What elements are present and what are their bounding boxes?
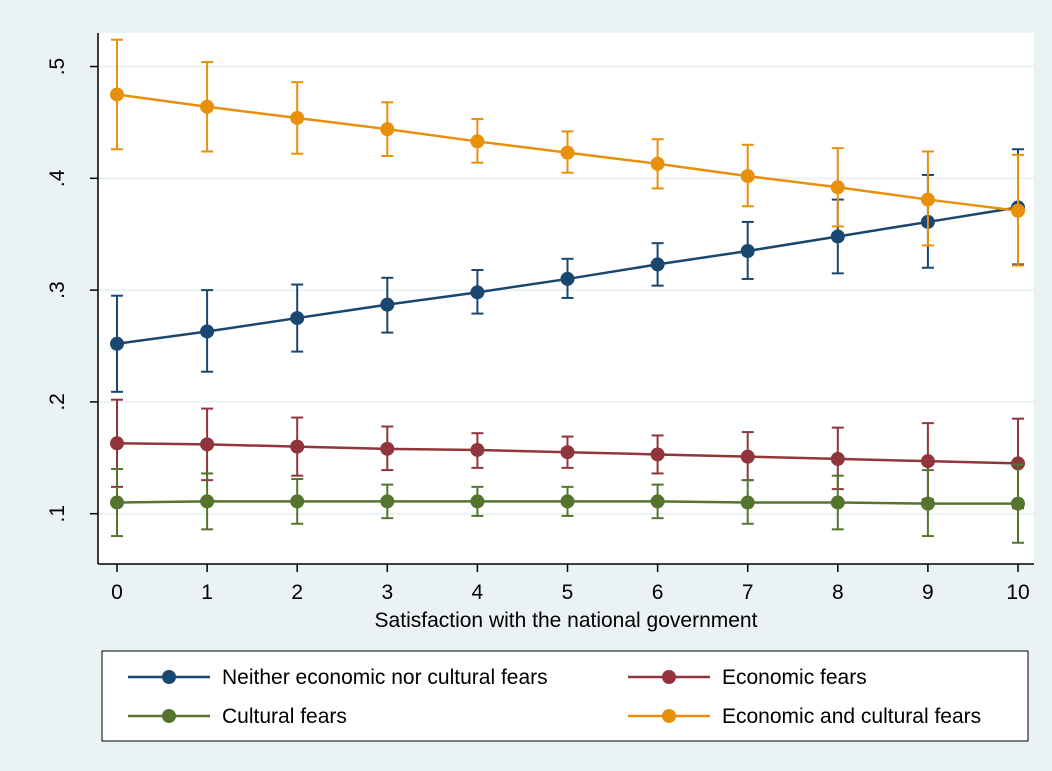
legend-label: Economic and cultural fears [722, 705, 981, 728]
data-point [920, 496, 935, 511]
legend-item: Economic fears [628, 666, 867, 689]
y-tick-label: .3 [46, 281, 69, 299]
data-point [830, 495, 845, 510]
data-point [470, 442, 485, 457]
series-group [110, 463, 1025, 544]
data-point [560, 145, 575, 160]
x-tick-label: 4 [472, 581, 484, 604]
data-point [380, 441, 395, 456]
data-point [920, 192, 935, 207]
data-point [740, 449, 755, 464]
legend-marker [662, 670, 676, 684]
x-tick-label: 5 [562, 581, 574, 604]
data-point [740, 243, 755, 258]
legend-item: Economic and cultural fears [628, 705, 981, 728]
x-tick-label: 8 [832, 581, 844, 604]
data-point [650, 257, 665, 272]
x-tick-label: 3 [381, 581, 393, 604]
x-tick-label: 2 [291, 581, 303, 604]
x-tick-label: 10 [1006, 581, 1029, 604]
data-point [650, 494, 665, 509]
data-point [290, 311, 305, 326]
data-point [560, 271, 575, 286]
data-point [380, 494, 395, 509]
data-point [290, 110, 305, 125]
legend-label: Economic fears [722, 666, 867, 689]
data-point [110, 87, 124, 102]
x-tick-label: 9 [922, 581, 934, 604]
legend-item: Neither economic nor cultural fears [128, 666, 548, 689]
data-point [200, 494, 215, 509]
data-point [830, 180, 845, 195]
data-point [650, 447, 665, 462]
data-point [560, 445, 575, 460]
data-point [470, 134, 485, 149]
x-tick-label: 1 [201, 581, 213, 604]
data-point [740, 169, 755, 184]
data-point [380, 122, 395, 137]
data-point [110, 495, 124, 510]
x-tick-label: 7 [742, 581, 754, 604]
data-point [830, 229, 845, 244]
data-point [830, 451, 845, 466]
legend-label: Neither economic nor cultural fears [222, 666, 548, 689]
legend: Neither economic nor cultural fears Econo… [128, 666, 981, 728]
legend-label: Cultural fears [222, 705, 347, 728]
legend-box [101, 650, 1029, 742]
data-point [290, 494, 305, 509]
data-point [470, 285, 485, 300]
y-tick-label: .2 [46, 393, 69, 411]
legend-marker [162, 709, 176, 723]
legend-marker [162, 670, 176, 684]
y-tick-label: .1 [46, 505, 69, 523]
data-point [470, 494, 485, 509]
x-tick-label: 6 [652, 581, 664, 604]
x-axis-title: Satisfaction with the national governmen… [375, 609, 758, 632]
data-point [380, 297, 395, 312]
legend-marker [662, 709, 676, 723]
data-point [1011, 456, 1025, 471]
data-point [1011, 203, 1025, 218]
y-tick-label: .4 [46, 169, 69, 187]
data-point [920, 454, 935, 469]
y-tick-label: .5 [46, 58, 69, 76]
data-point [110, 436, 124, 451]
data-point [110, 336, 124, 351]
data-point [290, 439, 305, 454]
x-tick-label: 0 [111, 581, 123, 604]
legend-item: Cultural fears [128, 705, 347, 728]
data-point [560, 494, 575, 509]
data-point [1011, 496, 1025, 511]
data-point [650, 156, 665, 171]
data-point [200, 324, 215, 339]
axes: .1 .2 .3 .4 .5 0 1 2 3 4 5 6 7 8 9 10 [46, 33, 1034, 604]
data-point [200, 99, 215, 114]
data-point [200, 437, 215, 452]
series-group [110, 38, 1025, 267]
series-layer [110, 38, 1025, 544]
data-point [740, 495, 755, 510]
gridlines [98, 65, 1034, 515]
